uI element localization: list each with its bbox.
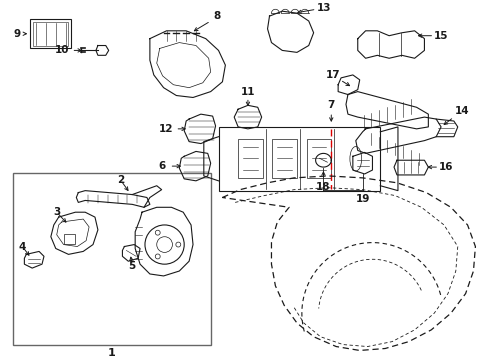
- Bar: [306, 139, 330, 178]
- Text: 15: 15: [433, 31, 447, 41]
- Bar: [33, 22, 68, 45]
- Text: 6: 6: [158, 161, 165, 171]
- Text: 8: 8: [212, 11, 220, 21]
- Text: 9: 9: [14, 29, 21, 39]
- Text: 16: 16: [438, 162, 452, 172]
- Ellipse shape: [349, 147, 361, 171]
- Text: 11: 11: [240, 87, 255, 96]
- Bar: [13, 173, 210, 345]
- Text: 18: 18: [316, 182, 330, 192]
- Bar: [63, 234, 75, 244]
- Text: 7: 7: [327, 100, 334, 110]
- Text: 4: 4: [19, 242, 26, 252]
- Text: 10: 10: [54, 45, 69, 55]
- Text: 5: 5: [128, 261, 136, 271]
- Text: 2: 2: [117, 175, 124, 185]
- Text: 17: 17: [325, 70, 340, 80]
- Bar: [218, 127, 380, 191]
- Text: 3: 3: [53, 207, 60, 217]
- Text: 13: 13: [317, 3, 331, 13]
- Bar: [30, 19, 71, 49]
- Bar: [238, 139, 262, 178]
- Text: 1: 1: [107, 348, 115, 359]
- Text: 12: 12: [159, 124, 173, 134]
- Text: 19: 19: [355, 194, 369, 204]
- Text: 14: 14: [453, 106, 468, 116]
- Bar: [272, 139, 296, 178]
